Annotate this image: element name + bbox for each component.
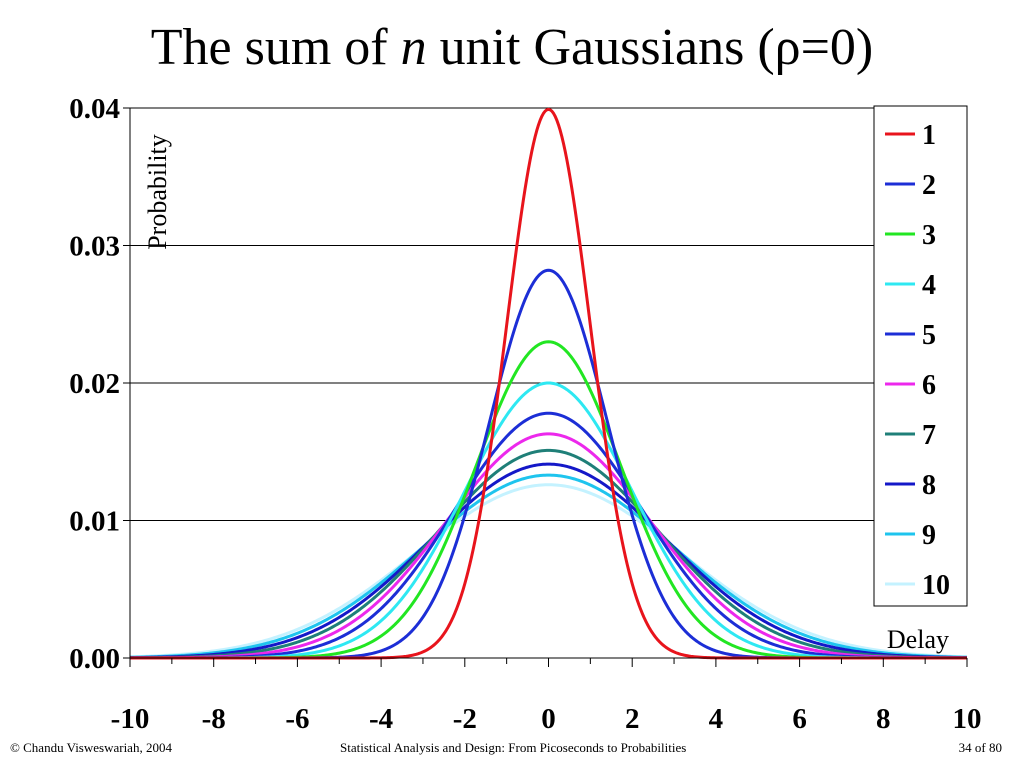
x-tick-label: -2 xyxy=(453,703,477,735)
legend-box xyxy=(873,105,968,607)
footer-copyright: © Chandu Visweswariah, 2004 xyxy=(10,740,172,755)
grid-lines xyxy=(130,107,967,521)
legend-label-10: 10 xyxy=(922,570,950,601)
title-suffix: unit Gaussians (ρ=0) xyxy=(426,19,874,76)
legend-label-6: 6 xyxy=(922,370,936,401)
y-tick-label: 0.04 xyxy=(69,93,120,125)
x-tick-label: 10 xyxy=(953,703,982,735)
x-tick-label: 6 xyxy=(792,703,807,735)
x-tick-label: -8 xyxy=(202,703,226,735)
legend-label-5: 5 xyxy=(922,320,936,351)
footer-page-number: 34 of 80 xyxy=(958,740,1002,755)
axes: 0.00 0.01 0.02 0.03 0.04 -10 -8 -6 -4 -2 0 2 4 6 8 10 xyxy=(69,93,981,735)
y-tick-label: 0.01 xyxy=(69,506,120,538)
x-tick-label: 2 xyxy=(625,703,640,735)
series-line-5 xyxy=(130,411,967,660)
x-tick-label: 8 xyxy=(876,703,891,735)
slide-title: The sum of n unit Gaussians (ρ=0) xyxy=(0,18,1024,78)
series-line-7 xyxy=(129,448,968,660)
x-tick-label: 4 xyxy=(709,703,724,735)
x-axis-label: Delay xyxy=(887,625,949,654)
legend-label-8: 8 xyxy=(922,470,936,501)
y-tick-label: 0.02 xyxy=(69,368,120,400)
legend-label-2: 2 xyxy=(922,170,936,201)
legend-label-1: 1 xyxy=(922,120,936,151)
series-lines xyxy=(129,107,968,660)
x-tick-label: -4 xyxy=(369,703,393,735)
legend-label-9: 9 xyxy=(922,520,936,551)
x-tick-label: 0 xyxy=(541,703,556,735)
series-line-9 xyxy=(129,473,968,659)
series-line-10 xyxy=(129,483,968,659)
legend-label-3: 3 xyxy=(922,220,936,251)
y-axis-label: Probability xyxy=(143,134,172,250)
title-variable: n xyxy=(400,19,427,76)
legend: 1 2 3 4 5 6 7 8 9 10 xyxy=(873,105,968,607)
series-line-3 xyxy=(130,340,967,660)
title-prefix: The sum of xyxy=(150,19,401,76)
series-line-8 xyxy=(129,462,968,660)
legend-label-7: 7 xyxy=(922,420,936,451)
y-tick-label: 0.03 xyxy=(69,231,120,263)
x-tick-label: -6 xyxy=(285,703,309,735)
footer-course-title: Statistical Analysis and Design: From Pi… xyxy=(340,740,687,755)
series-line-6 xyxy=(129,432,968,660)
y-tick-label: 0.00 xyxy=(69,643,120,675)
legend-label-4: 4 xyxy=(922,270,936,301)
x-tick-label: -10 xyxy=(111,703,150,735)
